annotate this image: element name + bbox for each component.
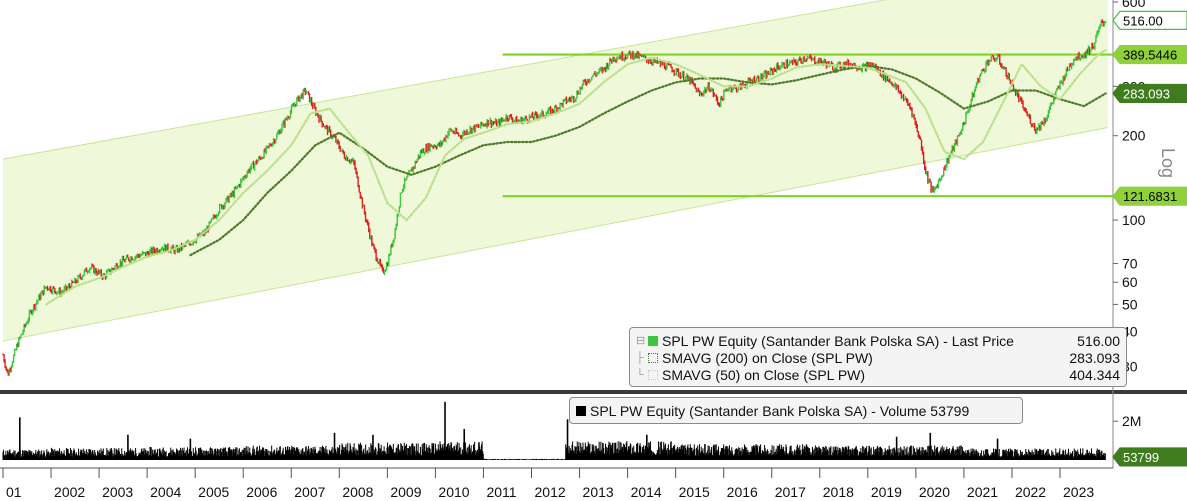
price-badge-3-text: 121.6831 <box>1123 189 1177 204</box>
tree-branch-icon: ├ <box>636 351 644 364</box>
x-tick-label: 2015 <box>679 484 710 500</box>
x-tick-label: 2021 <box>967 484 998 500</box>
legend-sma200-name: SMAVG (200) on Close (SPL PW) <box>662 349 873 366</box>
price-panel <box>2 0 1113 376</box>
x-tick-label: 2003 <box>102 484 133 500</box>
x-tick-label: 2014 <box>631 484 662 500</box>
price-badge-2: 283.093 <box>1112 83 1187 104</box>
x-tick-label: 2020 <box>919 484 950 500</box>
x-tick-label: 2002 <box>54 484 85 500</box>
sma200-swatch-icon <box>648 352 658 363</box>
y-tick-label: 600 <box>1122 0 1146 10</box>
x-tick-label: 2004 <box>150 484 181 500</box>
price-badge-0-shape <box>1112 10 1187 30</box>
legend-volume-name: SPL PW Equity (Santander Bank Polska SA)… <box>590 402 970 419</box>
legend-sma50-name: SMAVG (50) on Close (SPL PW) <box>662 366 866 383</box>
y-tick-label: 70 <box>1122 255 1138 271</box>
volume-badge-0-text: 53799 <box>1123 450 1159 465</box>
price-badge-1-shape <box>1112 44 1187 65</box>
x-tick-label: 2019 <box>871 484 902 500</box>
panel-separator <box>0 390 1187 394</box>
legend-sma50-value: 404.344 <box>1069 366 1120 383</box>
x-tick-label: 2005 <box>198 484 229 500</box>
volume-tick-label: 2M <box>1122 413 1141 429</box>
y-tick-label: 100 <box>1122 212 1146 228</box>
x-tick-label: 2006 <box>246 484 277 500</box>
price-badge-2-shape <box>1112 83 1187 104</box>
price-badge-3: 121.6831 <box>1112 186 1187 206</box>
price-legend: ⊟ SPL PW Equity (Santander Bank Polska S… <box>629 327 1127 387</box>
volume-panel <box>2 401 1106 460</box>
price-badge-1-text: 389.5446 <box>1123 48 1177 63</box>
price-badge-1: 389.5446 <box>1112 44 1187 65</box>
x-tick-label: 2017 <box>775 484 806 500</box>
volume-swatch-icon <box>576 405 586 416</box>
log-scale-label: Log <box>1158 148 1178 179</box>
x-tick-label: 2008 <box>342 484 373 500</box>
volume-badge-0: 53799 <box>1112 447 1187 467</box>
legend-price-name: SPL PW Equity (Santander Bank Polska SA)… <box>662 332 1014 349</box>
x-tick-label: 2011 <box>486 484 516 500</box>
sma50-line <box>45 49 1107 306</box>
volume-badge-0-shape <box>1112 447 1187 467</box>
x-tick-label: 2023 <box>1063 484 1094 500</box>
tree-branch-icon: └ <box>636 368 644 381</box>
x-tick-label: 2009 <box>390 484 421 500</box>
price-swatch-icon <box>648 335 658 346</box>
channel-upper-line <box>2 0 888 160</box>
y-tick-label: 50 <box>1122 296 1138 312</box>
y-tick-label: 200 <box>1122 128 1146 144</box>
x-tick-label: 2022 <box>1015 484 1046 500</box>
legend-row-sma200: ├ SMAVG (200) on Close (SPL PW) 283.093 <box>636 349 1120 366</box>
price-badge-0-text: 516.00 <box>1123 13 1163 28</box>
y-tick-label: 60 <box>1122 274 1138 290</box>
x-tick-label: 2016 <box>727 484 758 500</box>
volume-legend: SPL PW Equity (Santander Bank Polska SA)… <box>569 397 1023 424</box>
tree-collapse-icon[interactable]: ⊟ <box>636 335 646 347</box>
x-tick-label: 2007 <box>294 484 325 500</box>
x-tick-label: 01 <box>6 484 22 500</box>
legend-row-sma50: └ SMAVG (50) on Close (SPL PW) 404.344 <box>636 366 1120 383</box>
legend-price-value: 516.00 <box>1077 332 1120 349</box>
x-tick-label: 2013 <box>583 484 614 500</box>
x-tick-label: 2018 <box>823 484 854 500</box>
sma50-swatch-icon <box>648 369 658 380</box>
legend-row-volume: SPL PW Equity (Santander Bank Polska SA)… <box>576 402 1016 419</box>
trend-channel-fill <box>3 0 1109 342</box>
x-tick-label: 2012 <box>535 484 566 500</box>
sma200-line <box>189 64 1107 257</box>
x-tick-label: 2010 <box>438 484 469 500</box>
price-badge-0: 516.00 <box>1112 10 1187 30</box>
price-badge-2-text: 283.093 <box>1123 86 1170 101</box>
legend-row-price: ⊟ SPL PW Equity (Santander Bank Polska S… <box>636 332 1120 349</box>
legend-sma200-value: 283.093 <box>1069 349 1120 366</box>
price-badge-3-shape <box>1112 186 1187 206</box>
